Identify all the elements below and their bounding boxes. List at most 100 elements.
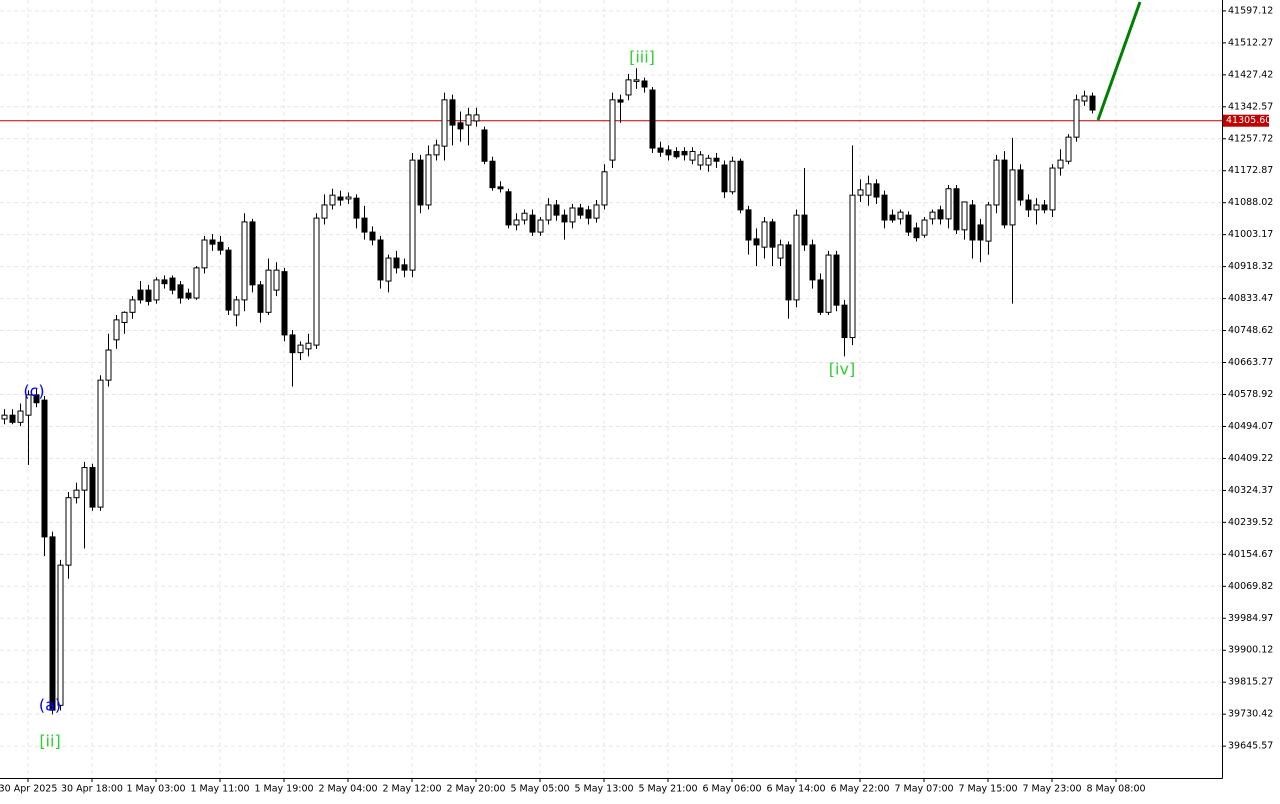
candle-body [801,214,808,246]
candle-body [689,150,696,161]
candle-body [1041,204,1048,211]
x-tick-label: 2 May 04:00 [318,784,377,795]
candle-body [617,99,624,103]
x-tick-label: 8 May 08:00 [1086,784,1145,795]
candle-body [385,257,392,282]
y-tick-label: 39984.97 [1228,613,1273,624]
candle-body [393,257,400,269]
candle-body [857,189,864,196]
candle-body [649,89,656,149]
candle-body [329,194,336,206]
wave-label: [ii] [39,732,60,751]
x-tick-label: 2 May 12:00 [382,784,441,795]
candle-body [881,194,888,221]
candle-body [697,154,704,166]
candle-body [289,334,296,354]
x-tick-label: 6 May 06:00 [702,784,761,795]
wave-label: (c) [23,382,44,401]
candle-body [905,214,912,233]
candle-body [1025,199,1032,211]
candle-body [673,150,680,158]
candle-body [737,160,744,211]
candle-body [169,277,176,291]
candle-body [745,209,752,241]
candle-body [97,379,104,508]
candle-body [145,289,152,302]
candle-body [345,196,352,200]
candle-body [265,269,272,313]
candle-body [929,211,936,220]
candle-body [529,214,536,233]
x-tick-label: 5 May 21:00 [638,784,697,795]
current-price-box [1223,114,1269,127]
candle-body [1017,169,1024,201]
candle-body [185,292,192,299]
candle-body [137,289,144,301]
candle-body [1081,95,1088,102]
y-tick-label: 40409.22 [1228,453,1273,464]
x-tick-label: 7 May 07:00 [894,784,953,795]
candle-body [665,149,672,156]
wave-label: (a) [39,696,61,715]
y-tick-label: 41088.02 [1228,197,1273,208]
x-tick-label: 30 Apr 2025 [0,784,57,795]
y-tick-label: 39900.12 [1228,645,1273,656]
candle-body [633,79,640,82]
y-tick-label: 40833.47 [1228,293,1273,304]
candle-body [417,159,424,206]
candle-body [457,122,464,130]
y-tick-label: 40578.92 [1228,389,1273,400]
candle-body [481,129,488,162]
x-tick-label: 5 May 05:00 [510,784,569,795]
candle-body [657,147,664,153]
y-tick-label: 40918.32 [1228,261,1273,272]
y-tick-label: 40663.77 [1228,357,1273,368]
candle-body [513,219,520,226]
x-tick-label: 7 May 15:00 [958,784,1017,795]
candle-body [1,414,8,420]
candle-body [993,159,1000,206]
candle-body [105,349,112,381]
candle-body [81,467,88,491]
candle-body [833,254,840,306]
y-tick-label: 40324.37 [1228,485,1273,496]
candle-body [609,99,616,161]
candle-body [785,244,792,301]
y-tick-label: 39815.27 [1228,677,1273,688]
candle-body [1065,136,1072,162]
candle-body [281,271,288,336]
candle-body [625,79,632,96]
candle-body [849,194,856,339]
x-tick-label: 5 May 13:00 [574,784,633,795]
candle-body [369,231,376,241]
y-tick-label: 41597.12 [1228,5,1273,16]
candle-body [249,221,256,286]
candle-body [33,394,40,404]
candle-body [585,209,592,219]
candle-body [809,244,816,281]
candle-body [241,221,248,301]
candle-body [177,284,184,299]
candle-body [257,284,264,313]
x-tick-label: 6 May 22:00 [830,784,889,795]
candle-body [889,214,896,221]
candle-body [681,150,688,156]
candle-body [601,171,608,206]
y-tick-label: 41427.42 [1228,69,1273,80]
candle-body [713,157,720,162]
candle-body [25,394,32,416]
candle-body [873,183,880,198]
candle-body [321,204,328,219]
x-tick-label: 2 May 20:00 [446,784,505,795]
candle-body [537,219,544,233]
candle-body [401,264,408,271]
y-tick-label: 41342.57 [1228,101,1273,112]
forecast-arrow [1096,1,1142,121]
x-tick-label: 1 May 03:00 [126,784,185,795]
candle-body [865,183,872,196]
current-price-label: 41305.60 [1226,115,1271,126]
candle-body [769,221,776,248]
candle-body [17,410,24,423]
candle-body [841,304,848,339]
candle-body [449,99,456,126]
